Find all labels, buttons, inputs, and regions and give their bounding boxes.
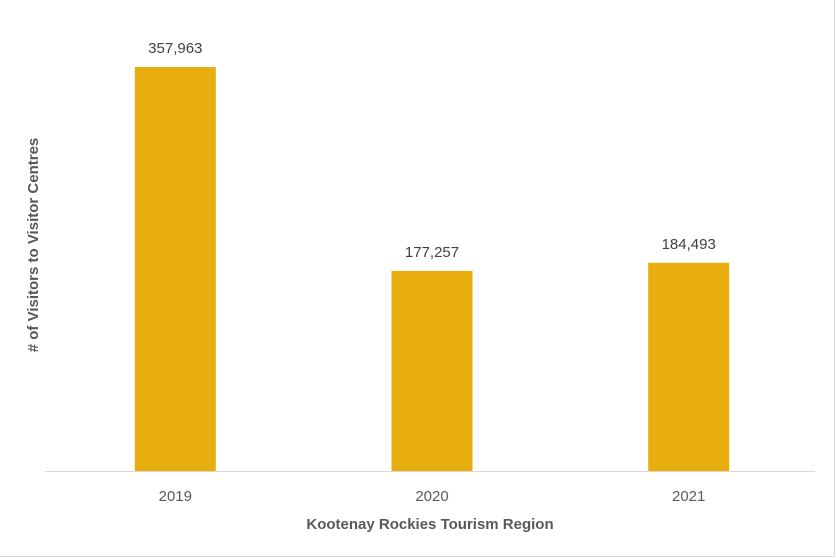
x-axis-title: Kootenay Rockies Tourism Region	[306, 516, 553, 533]
data-label-2021: 184,493	[662, 236, 716, 253]
x-tick-label-2020: 2020	[415, 488, 448, 505]
x-tick-label-2019: 2019	[159, 488, 192, 505]
data-label-2020: 177,257	[405, 244, 459, 261]
bar-2021	[648, 262, 730, 471]
data-labels-group: 357,963 177,257 184,493	[148, 40, 716, 261]
y-axis-title: # of Visitors to Visitor Centres	[25, 138, 42, 353]
bar-2020	[391, 270, 473, 471]
x-tick-labels-group: 2019 2020 2021	[159, 488, 706, 505]
x-tick-label-2021: 2021	[672, 488, 705, 505]
data-label-2019: 357,963	[148, 40, 202, 57]
bar-2019	[134, 67, 216, 471]
bars-group	[134, 67, 730, 471]
